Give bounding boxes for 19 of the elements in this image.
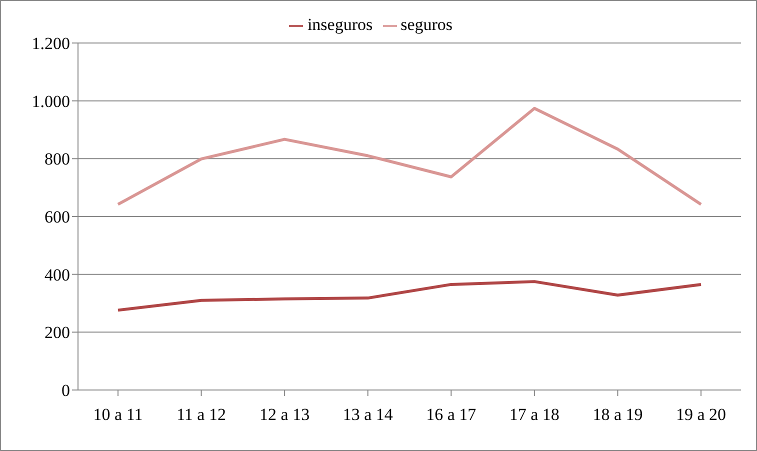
x-tick-label: 11 a 12 [176, 405, 226, 424]
legend-label: inseguros [307, 15, 373, 34]
y-tick-label: 1.000 [32, 92, 70, 111]
y-tick-label: 600 [44, 208, 70, 227]
x-tick-label: 16 a 17 [426, 405, 477, 424]
x-tick-label: 19 a 20 [676, 405, 726, 424]
y-tick-label: 1.200 [32, 34, 70, 54]
line-series [116, 106, 702, 206]
y-tick-label: 400 [44, 265, 70, 284]
x-tick-label: 10 a 11 [93, 405, 143, 424]
x-tick-label: 12 a 13 [260, 405, 310, 424]
y-tick-label: 0 [62, 381, 70, 400]
y-tick-label: 200 [44, 323, 70, 342]
line-series [116, 280, 702, 312]
x-tick-label: 13 a 14 [342, 405, 394, 424]
x-tick-label: 18 a 19 [592, 405, 643, 424]
x-tick-label: 17 a 18 [509, 405, 560, 424]
y-tick-label: 800 [44, 150, 70, 169]
legend-label: seguros [400, 15, 453, 34]
